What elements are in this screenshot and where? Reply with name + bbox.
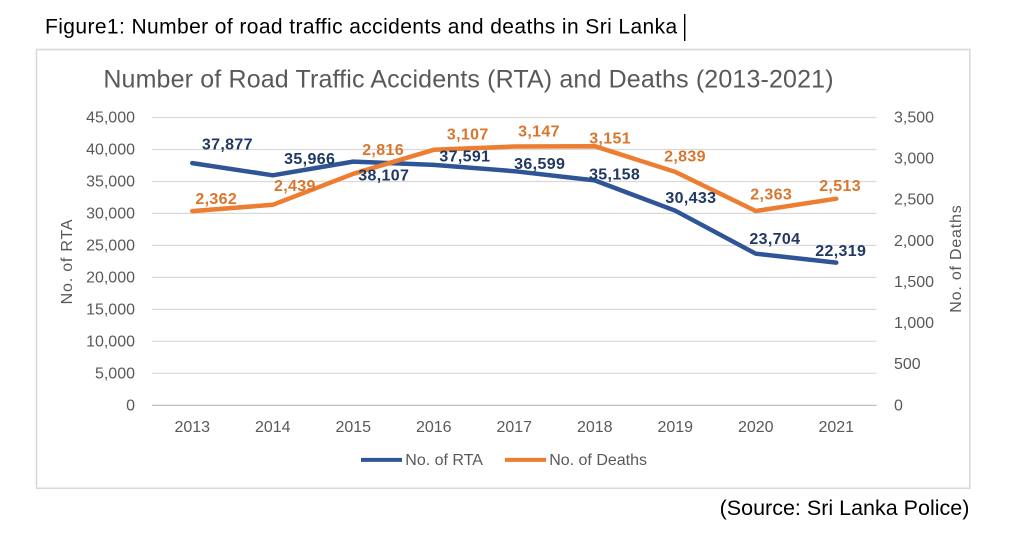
svg-text:3,107: 3,107: [447, 126, 489, 143]
svg-text:Figure1: Number of road traffi: Figure1: Number of road traffic accident…: [45, 16, 678, 39]
svg-text:500: 500: [894, 356, 921, 373]
svg-text:2016: 2016: [416, 419, 452, 436]
svg-text:2015: 2015: [335, 419, 371, 436]
svg-text:15,000: 15,000: [86, 301, 135, 318]
svg-text:30,433: 30,433: [665, 190, 716, 207]
svg-text:2,816: 2,816: [362, 142, 404, 159]
svg-text:25,000: 25,000: [86, 237, 135, 254]
svg-text:No. of Deaths: No. of Deaths: [948, 204, 965, 312]
svg-text:37,877: 37,877: [202, 136, 253, 153]
svg-text:2017: 2017: [496, 419, 532, 436]
svg-text:45,000: 45,000: [86, 110, 135, 127]
svg-text:2021: 2021: [818, 419, 854, 436]
svg-text:2,439: 2,439: [274, 178, 316, 195]
svg-text:2,000: 2,000: [894, 233, 934, 250]
svg-text:35,158: 35,158: [589, 166, 640, 183]
svg-text:35,966: 35,966: [284, 151, 335, 168]
svg-text:22,319: 22,319: [815, 243, 866, 260]
svg-text:No. of RTA: No. of RTA: [59, 219, 76, 305]
svg-text:0: 0: [894, 397, 903, 414]
svg-text:Number of Road Traffic Acciden: Number of Road Traffic Accidents (RTA) a…: [103, 66, 833, 94]
svg-text:No. of Deaths: No. of Deaths: [549, 452, 647, 469]
svg-text:2,513: 2,513: [819, 178, 861, 195]
svg-text:38,107: 38,107: [358, 167, 409, 184]
svg-text:36,599: 36,599: [514, 156, 565, 173]
svg-text:1,500: 1,500: [894, 274, 934, 291]
svg-text:30,000: 30,000: [86, 205, 135, 222]
svg-text:2,362: 2,362: [195, 191, 237, 208]
svg-text:2018: 2018: [577, 419, 613, 436]
svg-text:10,000: 10,000: [86, 333, 135, 350]
svg-text:2013: 2013: [174, 419, 210, 436]
svg-text:2014: 2014: [255, 419, 291, 436]
svg-text:5,000: 5,000: [95, 365, 135, 382]
svg-text:23,704: 23,704: [749, 231, 800, 248]
svg-text:2019: 2019: [657, 419, 693, 436]
svg-text:(Source: Sri Lanka Police): (Source: Sri Lanka Police): [720, 496, 970, 520]
svg-text:No. of RTA: No. of RTA: [405, 452, 483, 469]
svg-text:1,000: 1,000: [894, 315, 934, 332]
svg-text:3,500: 3,500: [894, 110, 934, 127]
svg-text:35,000: 35,000: [86, 174, 135, 191]
svg-text:2,839: 2,839: [664, 149, 706, 166]
svg-text:2020: 2020: [738, 419, 774, 436]
svg-text:40,000: 40,000: [86, 142, 135, 159]
svg-text:0: 0: [126, 397, 135, 414]
svg-text:2,363: 2,363: [750, 187, 792, 204]
svg-text:3,151: 3,151: [589, 131, 631, 148]
svg-text:3,147: 3,147: [518, 123, 560, 140]
svg-text:37,591: 37,591: [439, 149, 490, 166]
svg-text:3,000: 3,000: [894, 151, 934, 168]
svg-text:20,000: 20,000: [86, 269, 135, 286]
svg-text:2,500: 2,500: [894, 192, 934, 209]
